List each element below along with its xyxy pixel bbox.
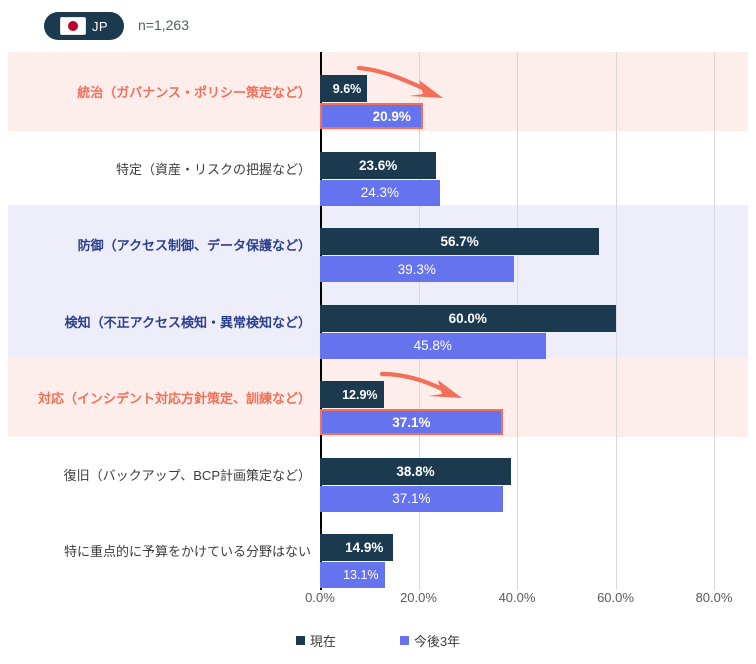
- bar-current: 14.9%: [320, 534, 394, 561]
- x-axis: 0.0% 20.0% 40.0% 60.0% 80.0%: [0, 590, 756, 612]
- bar-row: 特定（資産・リスクの把握など） 23.6% 24.3%: [0, 133, 756, 210]
- chart-legend: 現在 今後3年: [0, 628, 756, 652]
- sample-size-label: n=1,263: [138, 17, 189, 33]
- bar-value-label: 14.9%: [345, 540, 384, 555]
- plot-area: 統治（ガバナンス・ポリシー策定など） 9.6% 20.9% 特定（資産・リスクの把握な…: [0, 52, 756, 590]
- bar-future: 37.1%: [320, 409, 503, 435]
- bar-future: 13.1%: [320, 562, 385, 588]
- gridline: [615, 52, 617, 590]
- x-axis-tick: 40.0%: [498, 590, 536, 605]
- category-label: 特に重点的に予算をかけている分野はない: [63, 544, 311, 559]
- category-label: 統治（ガバナンス・ポリシー策定など）: [77, 85, 311, 100]
- bar-row: 検知（不正アクセス検知・異常検知など） 60.0% 45.8%: [0, 286, 756, 363]
- bar-future: 45.8%: [320, 332, 546, 359]
- category-label: 防御（アクセス制御、データ保護など）: [77, 238, 311, 253]
- bar-current: 38.8%: [320, 457, 512, 485]
- bar-current: 56.7%: [320, 228, 600, 255]
- bar-value-label: 37.1%: [392, 491, 431, 506]
- legend-label: 今後3年: [413, 633, 461, 649]
- legend-item[interactable]: 今後3年: [399, 631, 461, 650]
- country-badge-label: JP: [92, 18, 108, 34]
- category-label: 特定（資産・リスクの把握など）: [115, 161, 311, 177]
- bar-current: 9.6%: [320, 75, 368, 102]
- gridline: [714, 52, 715, 590]
- bar-current: 60.0%: [320, 304, 616, 332]
- chart-header: JP n=1,263: [0, 0, 756, 52]
- bar-value-label: 37.1%: [392, 414, 431, 430]
- bar-value-label: 60.0%: [448, 310, 487, 326]
- x-axis-tick: 0.0%: [305, 590, 335, 605]
- bar-row: 防御（アクセス制御、データ保護など） 56.7% 39.3%: [0, 209, 756, 286]
- category-label: 検知（不正アクセス検知・異常検知など）: [64, 314, 311, 330]
- bar-value-label: 56.7%: [440, 234, 479, 249]
- bar-future: 37.1%: [320, 485, 503, 512]
- bar-row: 対応（インシデント対応方針策定、訓練など） 12.9% 37.1%: [0, 362, 756, 439]
- bar-future: 20.9%: [320, 103, 423, 129]
- bar-value-label: 23.6%: [358, 157, 398, 173]
- bar-current: 23.6%: [320, 151, 437, 179]
- x-axis-tick: 80.0%: [695, 590, 733, 605]
- x-axis-tick: 20.0%: [400, 590, 437, 605]
- category-label: 対応（インシデント対応方針策定、訓練など）: [37, 391, 311, 406]
- bar-value-label: 39.3%: [397, 261, 436, 277]
- bar-value-label: 9.6%: [332, 81, 362, 96]
- japan-flag-icon: [60, 17, 86, 35]
- bar-value-label: 12.9%: [342, 387, 378, 402]
- x-axis-tick: 60.0%: [597, 590, 634, 605]
- legend-swatch-icon: [399, 635, 409, 645]
- bar-row: 特に重点的に予算をかけている分野はない 14.9% 13.1%: [0, 515, 756, 592]
- bar-current: 12.9%: [320, 381, 384, 408]
- bar-row: 復旧（バックアップ、BCP計画策定など） 38.8% 37.1%: [0, 439, 756, 516]
- bar-value-label: 20.9%: [372, 108, 411, 124]
- bar-future: 39.3%: [320, 256, 514, 282]
- legend-label: 現在: [309, 633, 336, 649]
- bar-value-label: 38.8%: [396, 463, 435, 479]
- category-label: 復旧（バックアップ、BCP計画策定など）: [63, 467, 311, 483]
- legend-swatch-icon: [295, 635, 305, 645]
- bar-future: 24.3%: [320, 179, 440, 206]
- bar-row: 統治（ガバナンス・ポリシー策定など） 9.6% 20.9%: [0, 56, 756, 133]
- bar-value-label: 13.1%: [343, 568, 379, 582]
- bar-value-label: 45.8%: [413, 338, 452, 353]
- bar-value-label: 24.3%: [360, 185, 399, 200]
- country-badge: JP: [44, 12, 124, 40]
- legend-item[interactable]: 現在: [295, 631, 336, 650]
